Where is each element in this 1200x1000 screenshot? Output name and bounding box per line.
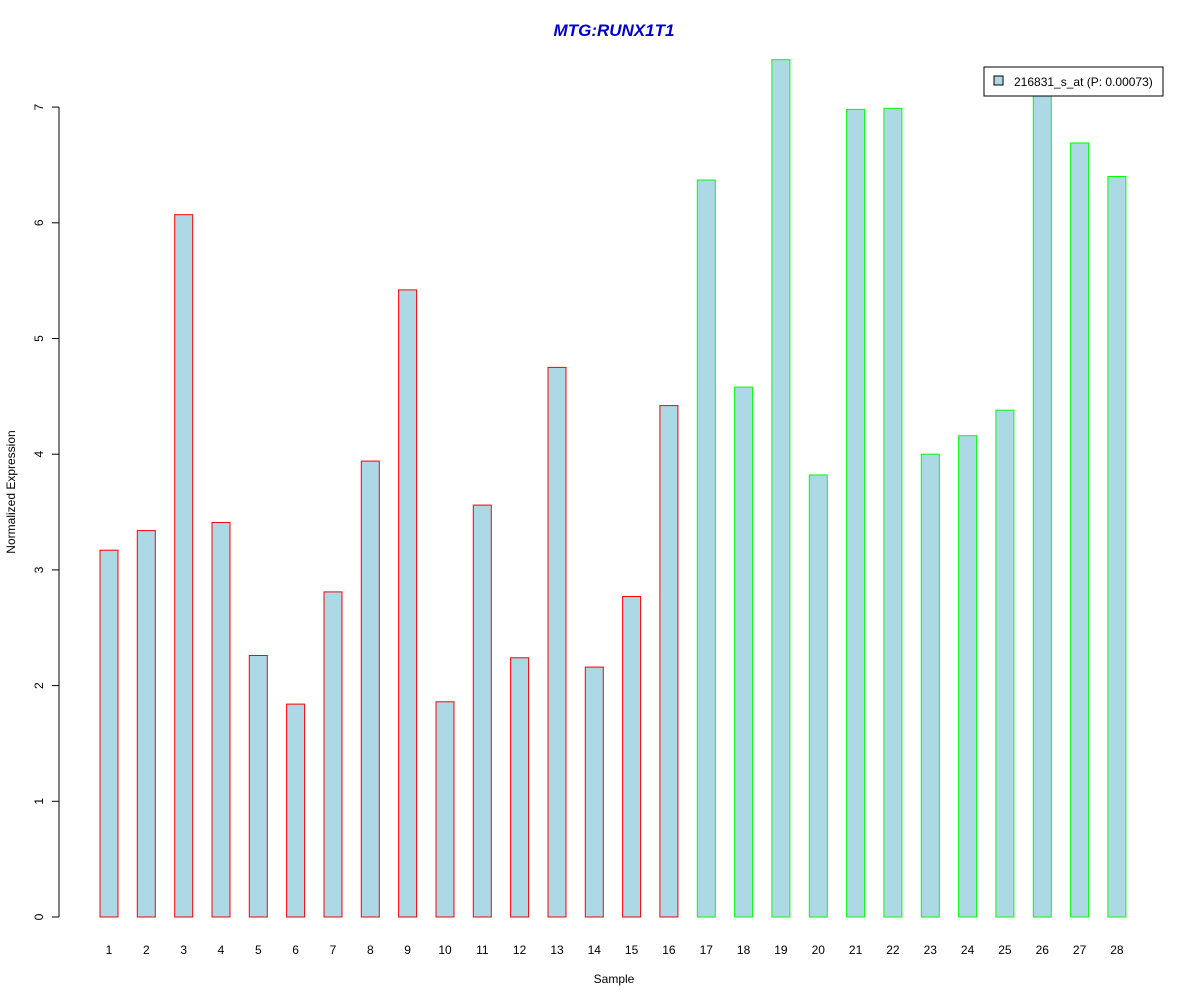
bar-sample-20 (808, 474, 828, 918)
x-tick-label: 1 (106, 943, 113, 957)
bar-sample-18 (734, 386, 754, 918)
bar-sample-28 (1107, 176, 1127, 918)
x-tick-label: 4 (218, 943, 225, 957)
bar-sample-4 (211, 522, 231, 918)
x-tick-label: 24 (961, 943, 975, 957)
x-tick-label: 16 (662, 943, 676, 957)
x-tick-label: 25 (998, 943, 1012, 957)
bar-sample-16 (659, 405, 679, 918)
x-tick-label: 12 (513, 943, 527, 957)
x-tick-label: 21 (849, 943, 863, 957)
y-tick-label: 6 (32, 219, 46, 226)
x-tick-label: 18 (737, 943, 751, 957)
bar-sample-23 (920, 453, 940, 918)
bar-sample-8 (360, 460, 380, 918)
x-tick-label: 10 (438, 943, 452, 957)
x-tick-label: 20 (812, 943, 826, 957)
bar-sample-19 (771, 59, 791, 918)
x-tick-label: 8 (367, 943, 374, 957)
x-tick-label: 9 (404, 943, 411, 957)
x-tick-label: 15 (625, 943, 639, 957)
bar-sample-2 (136, 530, 156, 918)
y-tick-label: 7 (32, 103, 46, 110)
bar-sample-15 (622, 596, 642, 918)
bar-sample-24 (958, 435, 978, 918)
x-tick-label: 3 (180, 943, 187, 957)
x-tick-label: 22 (886, 943, 900, 957)
bar-sample-1 (99, 549, 119, 918)
y-tick-label: 4 (32, 451, 46, 458)
x-tick-label: 28 (1110, 943, 1124, 957)
x-tick-label: 26 (1036, 943, 1050, 957)
legend-label: 216831_s_at (P: 0.00073) (1014, 75, 1153, 89)
y-tick-label: 2 (32, 682, 46, 689)
bar-sample-14 (584, 666, 604, 918)
bar-sample-5 (248, 655, 268, 918)
bar-sample-25 (995, 409, 1015, 918)
bar-sample-12 (510, 657, 530, 918)
bar-sample-10 (435, 701, 455, 918)
x-tick-label: 13 (550, 943, 564, 957)
bar-sample-7 (323, 591, 343, 918)
x-tick-label: 5 (255, 943, 262, 957)
y-axis-title: Normalized Expression (4, 430, 18, 553)
x-tick-label: 11 (476, 943, 489, 957)
bar-sample-21 (846, 108, 866, 918)
x-tick-label: 14 (588, 943, 602, 957)
x-tick-label: 2 (143, 943, 150, 957)
bar-sample-3 (174, 214, 194, 918)
y-tick-label: 1 (32, 798, 46, 805)
x-tick-label: 17 (700, 943, 714, 957)
bar-sample-6 (286, 703, 306, 918)
y-tick-label: 3 (32, 566, 46, 573)
legend: 216831_s_at (P: 0.00073) (983, 66, 1164, 97)
chart-title: MTG:RUNX1T1 (554, 21, 675, 40)
bar-sample-27 (1070, 142, 1090, 918)
bar-sample-13 (547, 366, 567, 918)
x-tick-label: 7 (330, 943, 337, 957)
legend-swatch (993, 75, 1004, 86)
bar-sample-17 (696, 179, 716, 918)
y-tick-label: 0 (32, 913, 46, 920)
x-tick-label: 23 (924, 943, 938, 957)
x-axis-title: Sample (594, 972, 635, 986)
bar-sample-22 (883, 107, 903, 918)
y-axis: 0 1 2 3 4 5 6 7 (32, 103, 59, 920)
x-tick-label: 6 (292, 943, 299, 957)
bar-sample-9 (398, 289, 418, 918)
x-tick-label: 27 (1073, 943, 1087, 957)
x-tick-label: 19 (774, 943, 788, 957)
bar-sample-11 (472, 504, 492, 918)
x-axis-labels: 1 2 3 4 5 6 7 8 9 10 11 12 13 14 15 16 17 18 19 20 21 22 23 24 2… (106, 943, 1124, 957)
y-tick-label: 5 (32, 335, 46, 342)
bar-sample-26 (1032, 83, 1052, 918)
legend-box (983, 66, 1164, 97)
bars (99, 59, 1127, 918)
